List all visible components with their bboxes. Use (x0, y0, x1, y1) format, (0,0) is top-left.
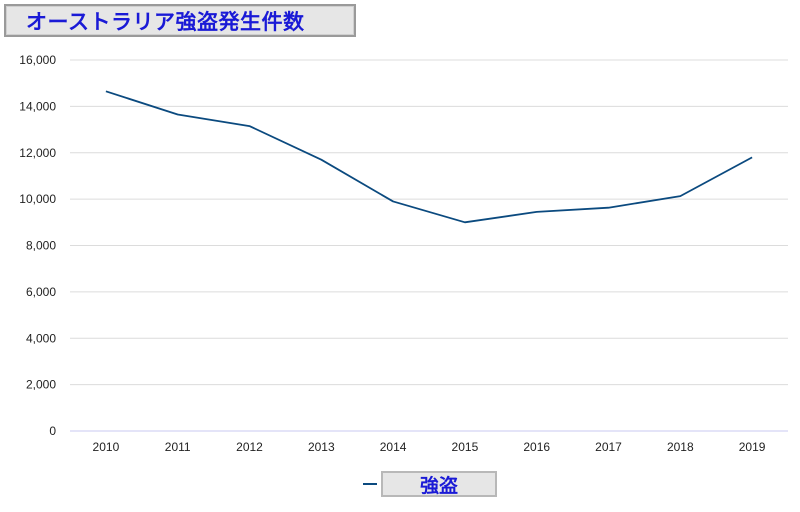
y-axis-tick-labels: 0 2,000 4,000 6,000 8,000 10,000 12,000 14,000 1… (19, 53, 56, 438)
x-tick-label: 2011 (165, 440, 191, 454)
x-tick-label: 2013 (308, 440, 335, 454)
gridlines (70, 59, 788, 386)
y-tick-label: 10,000 (19, 192, 56, 206)
y-tick-label: 6,000 (26, 285, 56, 299)
y-tick-label: 2,000 (26, 378, 56, 392)
legend-label-box: 強盗 (381, 471, 497, 497)
legend-line-swatch (363, 483, 377, 485)
y-tick-label: 14,000 (19, 99, 56, 113)
legend-label: 強盗 (419, 474, 458, 497)
chart-title-box: オーストラリア強盗発生件数 (4, 4, 356, 37)
chart-title: オーストラリア強盗発生件数 (26, 9, 305, 34)
y-tick-label: 8,000 (26, 239, 56, 253)
series-line (105, 90, 753, 224)
series-group (105, 90, 753, 224)
y-tick-label: 4,000 (26, 331, 56, 345)
x-tick-label: 2016 (523, 440, 550, 454)
x-tick-label: 2019 (739, 440, 766, 454)
x-axis-tick-labels: 2010 2011 2012 2013 2014 2015 2016 2017 2018 2019 (93, 440, 766, 454)
x-tick-label: 2015 (452, 440, 479, 454)
x-tick-label: 2018 (667, 440, 694, 454)
x-tick-label: 2010 (93, 440, 120, 454)
x-tick-label: 2014 (380, 440, 407, 454)
y-tick-label: 12,000 (19, 146, 56, 160)
legend: 強盗 (363, 470, 497, 498)
x-tick-label: 2017 (595, 440, 622, 454)
y-tick-label: 16,000 (19, 53, 56, 67)
y-tick-label: 0 (49, 424, 56, 438)
x-tick-label: 2012 (236, 440, 263, 454)
